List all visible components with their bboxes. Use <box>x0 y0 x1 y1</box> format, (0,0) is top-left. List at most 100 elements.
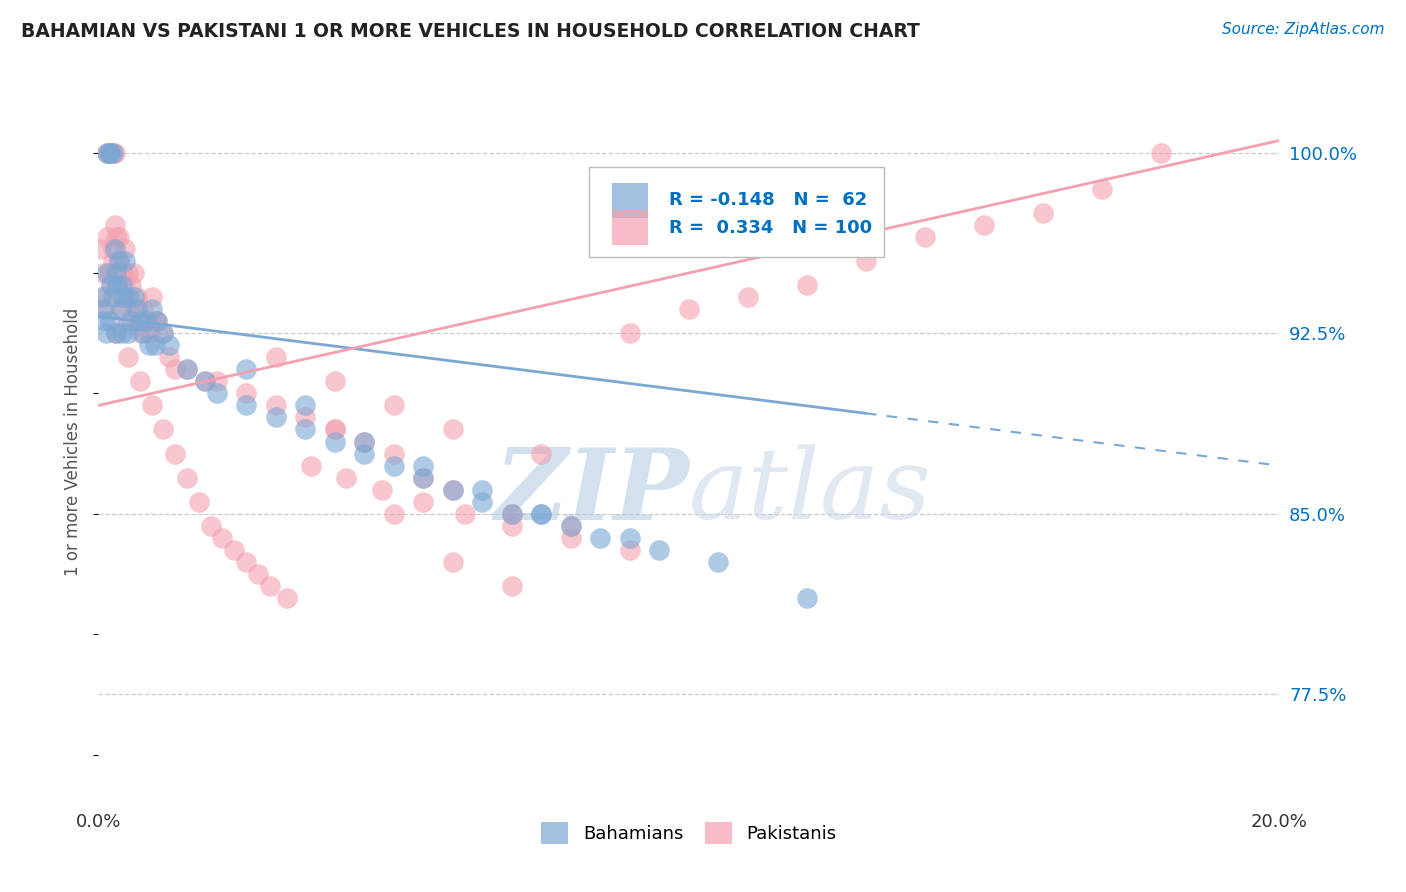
Point <box>471 494 494 508</box>
Point <box>323 422 346 436</box>
Point <box>187 494 209 508</box>
Point <box>501 507 523 521</box>
Point <box>108 253 131 268</box>
Point <box>441 555 464 569</box>
Point <box>335 470 357 484</box>
Point <box>353 434 375 449</box>
Point <box>382 458 405 473</box>
Point <box>323 374 346 388</box>
Point <box>235 555 257 569</box>
Point <box>501 507 523 521</box>
FancyBboxPatch shape <box>612 211 648 245</box>
Point <box>100 277 122 292</box>
Point <box>194 374 217 388</box>
Point <box>122 301 145 316</box>
Point <box>294 398 316 412</box>
Point <box>796 277 818 292</box>
Point <box>125 314 148 328</box>
Point <box>323 422 346 436</box>
Point <box>382 507 405 521</box>
Point <box>120 277 142 292</box>
Point <box>103 253 125 268</box>
Point <box>98 145 121 160</box>
Point <box>96 266 118 280</box>
Point <box>125 301 148 316</box>
Point <box>110 290 132 304</box>
Point <box>103 145 125 160</box>
Point <box>103 242 125 256</box>
Point <box>125 290 148 304</box>
Point <box>112 266 135 280</box>
Point <box>294 410 316 425</box>
Point <box>560 531 582 545</box>
Point <box>176 362 198 376</box>
Point <box>117 326 139 340</box>
Point <box>98 145 121 160</box>
Point <box>176 362 198 376</box>
Point <box>453 507 475 521</box>
Point <box>90 242 112 256</box>
Point <box>1091 181 1114 195</box>
Point <box>96 229 118 244</box>
Point <box>128 374 150 388</box>
Point <box>114 253 136 268</box>
Point <box>194 374 217 388</box>
Text: BAHAMIAN VS PAKISTANI 1 OR MORE VEHICLES IN HOUSEHOLD CORRELATION CHART: BAHAMIAN VS PAKISTANI 1 OR MORE VEHICLES… <box>21 22 920 41</box>
Point <box>501 518 523 533</box>
Point <box>619 542 641 557</box>
Point <box>299 458 322 473</box>
Point <box>200 518 222 533</box>
Point <box>94 301 117 316</box>
Point <box>205 374 228 388</box>
Point <box>114 277 136 292</box>
Point <box>294 422 316 436</box>
Point <box>93 314 115 328</box>
Point <box>648 542 671 557</box>
Point <box>141 301 163 316</box>
Point <box>264 350 287 364</box>
Point <box>152 326 174 340</box>
Point <box>98 314 121 328</box>
Point <box>165 446 187 460</box>
Point <box>176 470 198 484</box>
Point <box>264 398 287 412</box>
Point <box>132 301 155 316</box>
Point <box>104 242 127 256</box>
Point <box>94 326 117 340</box>
Point <box>441 422 464 436</box>
Point <box>678 301 700 316</box>
Point <box>108 229 131 244</box>
Point <box>353 446 375 460</box>
Point <box>117 266 139 280</box>
Point <box>141 290 163 304</box>
Point <box>90 290 112 304</box>
Point <box>246 566 269 581</box>
Point <box>914 229 936 244</box>
FancyBboxPatch shape <box>612 183 648 218</box>
FancyBboxPatch shape <box>589 167 884 257</box>
Point <box>103 290 125 304</box>
Point <box>111 301 134 316</box>
Point <box>211 531 233 545</box>
Point <box>796 591 818 605</box>
Point <box>264 410 287 425</box>
Point <box>128 326 150 340</box>
Point <box>135 314 157 328</box>
Point <box>98 145 121 160</box>
Point <box>105 277 128 292</box>
Point <box>103 145 125 160</box>
Point <box>412 458 434 473</box>
Point <box>152 326 174 340</box>
Point <box>412 494 434 508</box>
Text: atlas: atlas <box>689 444 932 540</box>
Point <box>276 591 298 605</box>
Point <box>105 326 128 340</box>
Point <box>111 277 134 292</box>
Point <box>157 338 180 352</box>
Point <box>98 145 121 160</box>
Point <box>114 290 136 304</box>
Point <box>112 290 135 304</box>
Point <box>1150 145 1173 160</box>
Point <box>382 446 405 460</box>
Point <box>93 290 115 304</box>
